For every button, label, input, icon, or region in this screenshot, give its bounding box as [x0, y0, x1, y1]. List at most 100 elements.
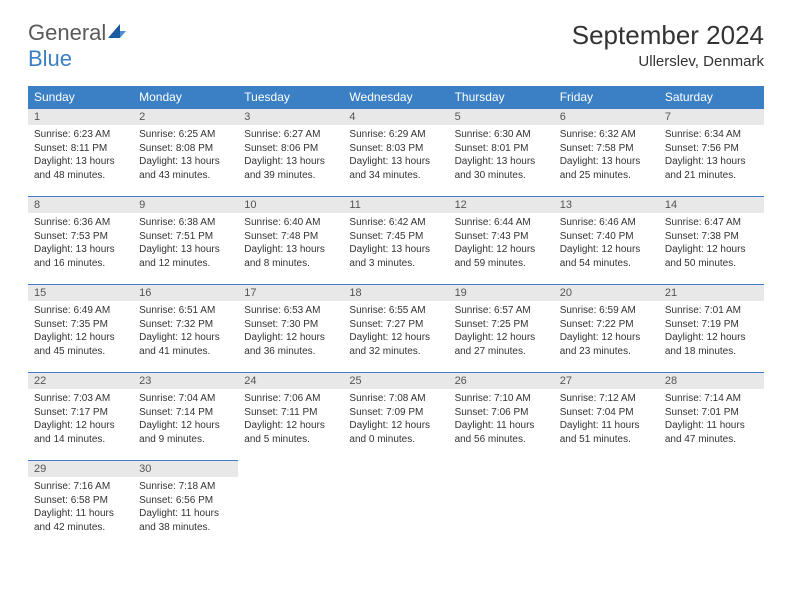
sunset-text: Sunset: 7:58 PM	[560, 142, 653, 156]
day-content: Sunrise: 6:32 AMSunset: 7:58 PMDaylight:…	[554, 125, 659, 188]
day-content: Sunrise: 6:44 AMSunset: 7:43 PMDaylight:…	[449, 213, 554, 276]
sunset-text: Sunset: 7:25 PM	[455, 318, 548, 332]
daylight-text: Daylight: 12 hours and 45 minutes.	[34, 331, 127, 358]
daylight-text: Daylight: 11 hours and 47 minutes.	[665, 419, 758, 446]
sunrise-text: Sunrise: 7:10 AM	[455, 392, 548, 406]
day-number: 26	[449, 372, 554, 389]
day-header-wednesday: Wednesday	[343, 86, 448, 108]
sunrise-text: Sunrise: 7:12 AM	[560, 392, 653, 406]
sunrise-text: Sunrise: 7:08 AM	[349, 392, 442, 406]
sunrise-text: Sunrise: 7:18 AM	[139, 480, 232, 494]
day-number: 21	[659, 284, 764, 301]
day-content: Sunrise: 6:57 AMSunset: 7:25 PMDaylight:…	[449, 301, 554, 364]
day-cell: 17Sunrise: 6:53 AMSunset: 7:30 PMDayligh…	[238, 284, 343, 372]
sunset-text: Sunset: 8:01 PM	[455, 142, 548, 156]
day-number: 5	[449, 108, 554, 125]
day-cell: 23Sunrise: 7:04 AMSunset: 7:14 PMDayligh…	[133, 372, 238, 460]
day-number: 11	[343, 196, 448, 213]
day-cell: 27Sunrise: 7:12 AMSunset: 7:04 PMDayligh…	[554, 372, 659, 460]
sunrise-text: Sunrise: 6:27 AM	[244, 128, 337, 142]
day-content: Sunrise: 7:08 AMSunset: 7:09 PMDaylight:…	[343, 389, 448, 452]
day-cell: 3Sunrise: 6:27 AMSunset: 8:06 PMDaylight…	[238, 108, 343, 196]
daylight-text: Daylight: 12 hours and 36 minutes.	[244, 331, 337, 358]
sunset-text: Sunset: 7:45 PM	[349, 230, 442, 244]
day-cell: 5Sunrise: 6:30 AMSunset: 8:01 PMDaylight…	[449, 108, 554, 196]
logo-word-general: General	[28, 20, 106, 45]
sunset-text: Sunset: 8:11 PM	[34, 142, 127, 156]
daylight-text: Daylight: 13 hours and 48 minutes.	[34, 155, 127, 182]
day-content: Sunrise: 7:01 AMSunset: 7:19 PMDaylight:…	[659, 301, 764, 364]
daylight-text: Daylight: 13 hours and 30 minutes.	[455, 155, 548, 182]
calendar-week-row: 22 Sunrise: 7:03 AMSunset: 7:17 PM Dayligh…	[28, 372, 764, 460]
calendar-week-row: 15Sunrise: 6:49 AMSunset: 7:35 PMDayligh…	[28, 284, 764, 372]
sunrise-text: Sunrise: 7:14 AM	[665, 392, 758, 406]
sunrise-text: Sunrise: 7:03 AM	[34, 392, 127, 406]
day-header-monday: Monday	[133, 86, 238, 108]
day-cell: 25Sunrise: 7:08 AMSunset: 7:09 PMDayligh…	[343, 372, 448, 460]
day-content: Sunrise: 6:23 AMSunset: 8:11 PMDaylight:…	[28, 125, 133, 188]
day-cell	[238, 460, 343, 548]
calendar-week-row: 1Sunrise: 6:23 AMSunset: 8:11 PMDaylight…	[28, 108, 764, 196]
sunrise-text: Sunrise: 6:32 AM	[560, 128, 653, 142]
daylight-text: Daylight: 13 hours and 12 minutes.	[139, 243, 232, 270]
day-header-tuesday: Tuesday	[238, 86, 343, 108]
sunrise-text: Sunrise: 7:06 AM	[244, 392, 337, 406]
sunrise-text: Sunrise: 6:36 AM	[34, 216, 127, 230]
day-content: Sunrise: 7:10 AMSunset: 7:06 PMDaylight:…	[449, 389, 554, 452]
day-content: Sunrise: 7:04 AMSunset: 7:14 PMDaylight:…	[133, 389, 238, 452]
daylight-text: Daylight: 12 hours and 27 minutes.	[455, 331, 548, 358]
sunset-text: Sunset: 6:56 PM	[139, 494, 232, 508]
day-cell: 12Sunrise: 6:44 AMSunset: 7:43 PMDayligh…	[449, 196, 554, 284]
sunset-text: Sunset: 7:04 PM	[560, 406, 653, 420]
day-cell: 7Sunrise: 6:34 AMSunset: 7:56 PMDaylight…	[659, 108, 764, 196]
calendar-week-row: 8Sunrise: 6:36 AMSunset: 7:53 PMDaylight…	[28, 196, 764, 284]
daylight-text: Daylight: 12 hours and 59 minutes.	[455, 243, 548, 270]
daylight-text: Daylight: 13 hours and 8 minutes.	[244, 243, 337, 270]
day-content: Sunrise: 6:29 AMSunset: 8:03 PMDaylight:…	[343, 125, 448, 188]
day-cell: 14Sunrise: 6:47 AMSunset: 7:38 PMDayligh…	[659, 196, 764, 284]
day-content: Sunrise: 6:51 AMSunset: 7:32 PMDaylight:…	[133, 301, 238, 364]
sunset-text: Sunset: 7:22 PM	[560, 318, 653, 332]
sunset-text: Sunset: 7:06 PM	[455, 406, 548, 420]
day-content: Sunrise: 6:59 AMSunset: 7:22 PMDaylight:…	[554, 301, 659, 364]
daylight-text: Daylight: 13 hours and 43 minutes.	[139, 155, 232, 182]
sunset-text: Sunset: 7:27 PM	[349, 318, 442, 332]
day-number: 19	[449, 284, 554, 301]
sunset-text: Sunset: 7:32 PM	[139, 318, 232, 332]
day-cell	[554, 460, 659, 548]
daylight-text: Daylight: 12 hours and 0 minutes.	[349, 419, 442, 446]
daylight-text: Daylight: 12 hours and 54 minutes.	[560, 243, 653, 270]
sunset-text: Sunset: 7:14 PM	[139, 406, 232, 420]
sunrise-text: Sunrise: 6:59 AM	[560, 304, 653, 318]
sunrise-text: Sunrise: 6:34 AM	[665, 128, 758, 142]
month-title: September 2024	[572, 20, 764, 51]
sunset-text: Sunset: 8:03 PM	[349, 142, 442, 156]
day-number: 22	[28, 372, 133, 389]
day-cell: 11Sunrise: 6:42 AMSunset: 7:45 PMDayligh…	[343, 196, 448, 284]
day-number: 30	[133, 460, 238, 477]
daylight-text: Daylight: 12 hours and 50 minutes.	[665, 243, 758, 270]
day-number: 14	[659, 196, 764, 213]
day-content: Sunrise: 6:30 AMSunset: 8:01 PMDaylight:…	[449, 125, 554, 188]
daylight-text: Daylight: 12 hours and 41 minutes.	[139, 331, 232, 358]
day-content: Sunrise: 6:46 AMSunset: 7:40 PMDaylight:…	[554, 213, 659, 276]
day-cell: 18Sunrise: 6:55 AMSunset: 7:27 PMDayligh…	[343, 284, 448, 372]
day-header-sunday: Sunday	[28, 86, 133, 108]
day-cell: 28Sunrise: 7:14 AMSunset: 7:01 PMDayligh…	[659, 372, 764, 460]
day-number: 17	[238, 284, 343, 301]
day-cell: 10Sunrise: 6:40 AMSunset: 7:48 PMDayligh…	[238, 196, 343, 284]
day-cell: 13Sunrise: 6:46 AMSunset: 7:40 PMDayligh…	[554, 196, 659, 284]
sunset-text: Sunset: 7:56 PM	[665, 142, 758, 156]
day-cell: 24Sunrise: 7:06 AMSunset: 7:11 PMDayligh…	[238, 372, 343, 460]
sunrise-text: Sunrise: 6:57 AM	[455, 304, 548, 318]
day-cell: 20Sunrise: 6:59 AMSunset: 7:22 PMDayligh…	[554, 284, 659, 372]
day-cell: 26Sunrise: 7:10 AMSunset: 7:06 PMDayligh…	[449, 372, 554, 460]
daylight-text: Daylight: 11 hours and 56 minutes.	[455, 419, 548, 446]
sunrise-text: Sunrise: 6:29 AM	[349, 128, 442, 142]
sunset-text: Sunset: 7:17 PM	[34, 406, 127, 420]
daylight-text: Daylight: 11 hours and 42 minutes.	[34, 507, 127, 534]
daylight-text: Daylight: 13 hours and 34 minutes.	[349, 155, 442, 182]
day-content: Sunrise: 6:27 AMSunset: 8:06 PMDaylight:…	[238, 125, 343, 188]
day-content: Sunrise: 6:53 AMSunset: 7:30 PMDaylight:…	[238, 301, 343, 364]
sunset-text: Sunset: 7:30 PM	[244, 318, 337, 332]
